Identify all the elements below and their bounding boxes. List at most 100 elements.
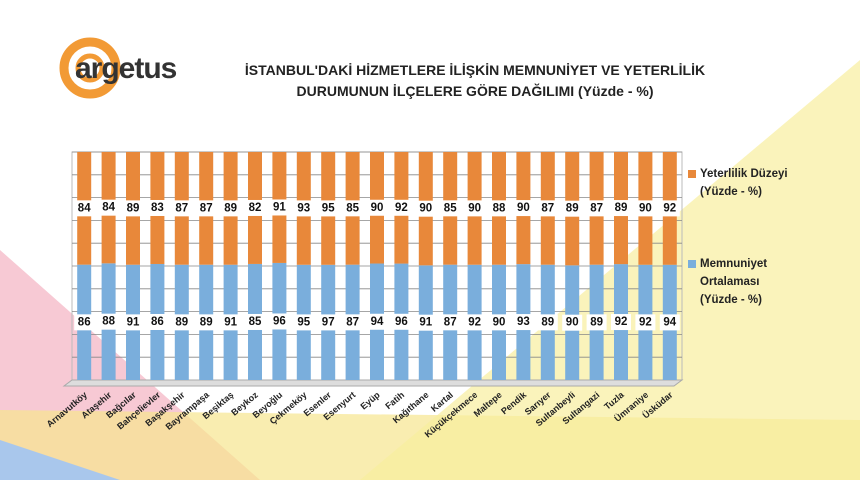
value-label: 89 <box>224 202 237 214</box>
value-label: 95 <box>297 316 310 328</box>
value-label: 86 <box>78 316 91 328</box>
value-label-bg <box>415 200 436 217</box>
value-label: 92 <box>615 316 628 328</box>
value-label-bg <box>440 200 461 217</box>
plot-floor <box>62 379 684 387</box>
logo-ring <box>75 53 105 83</box>
x-tick-label: Eyüp <box>359 389 383 411</box>
logo-ring <box>59 37 121 99</box>
value-label-bg <box>391 313 412 330</box>
value-label: 85 <box>346 202 359 214</box>
value-label: 91 <box>419 317 432 329</box>
value-label-bg <box>562 200 583 217</box>
value-label: 87 <box>346 316 359 328</box>
value-label: 84 <box>78 202 91 214</box>
value-label-bg <box>659 314 680 331</box>
value-label-bg <box>269 313 290 330</box>
value-label: 87 <box>200 202 213 214</box>
value-label: 89 <box>175 316 188 328</box>
value-label: 95 <box>322 202 335 214</box>
value-label: 92 <box>395 202 408 214</box>
value-label: 90 <box>566 317 579 329</box>
value-label: 96 <box>273 316 286 328</box>
value-label-bg <box>318 314 339 331</box>
decor <box>360 60 860 480</box>
value-label: 94 <box>663 316 676 328</box>
value-label-bg <box>171 314 192 331</box>
decor <box>0 440 120 480</box>
value-label-bg <box>342 200 363 217</box>
value-label: 89 <box>590 316 603 328</box>
value-label: 87 <box>590 202 603 214</box>
value-label: 89 <box>566 203 579 215</box>
value-label: 90 <box>371 202 384 214</box>
value-label: 96 <box>395 316 408 328</box>
value-label: 93 <box>517 316 530 328</box>
value-label: 89 <box>200 316 213 328</box>
value-label-bg <box>123 314 143 331</box>
value-label: 92 <box>639 316 652 328</box>
value-label: 92 <box>663 202 676 214</box>
value-label: 93 <box>297 202 310 214</box>
value-label-bg <box>611 314 631 331</box>
value-label: 91 <box>273 202 286 214</box>
value-label: 82 <box>249 202 262 214</box>
chart-title: İSTANBUL'DAKİ HİZMETLERE İLİŞKİN MEMNUNİ… <box>244 62 706 99</box>
value-label: 92 <box>468 316 481 328</box>
value-label: 90 <box>419 203 432 215</box>
value-label: 90 <box>639 202 652 214</box>
value-label: 90 <box>517 202 530 214</box>
value-label: 88 <box>493 202 506 214</box>
legend-swatch <box>688 170 696 178</box>
value-label-bg <box>269 199 290 216</box>
value-label: 89 <box>615 202 628 214</box>
value-label-bg <box>586 200 607 217</box>
value-label-bg <box>98 313 119 330</box>
value-label: 87 <box>175 202 188 214</box>
value-label-bg <box>391 199 412 216</box>
value-label-bg <box>318 200 339 217</box>
value-label-bg <box>489 200 509 217</box>
value-label-bg <box>513 200 534 217</box>
value-label-bg <box>220 200 241 217</box>
value-label-bg <box>537 200 558 217</box>
value-label-bg <box>293 314 314 331</box>
logo: argetus <box>75 52 177 85</box>
value-label-bg <box>415 314 436 331</box>
value-label: 85 <box>444 202 457 214</box>
value-label: 91 <box>224 316 237 328</box>
value-label-bg <box>464 314 485 331</box>
value-label: 85 <box>249 316 262 328</box>
value-label: 97 <box>322 316 335 328</box>
value-label-bg <box>635 200 656 217</box>
value-label-bg <box>196 200 217 217</box>
legend-label: Yeterlilik Düzeyi (Yüzde - %) <box>700 168 788 198</box>
value-label-bg <box>659 200 680 217</box>
value-label-bg <box>147 313 168 330</box>
value-label-bg <box>562 314 583 331</box>
value-label-bg <box>171 200 192 217</box>
value-label-bg <box>489 314 509 331</box>
value-label-bg <box>74 200 95 217</box>
value-label: 87 <box>444 316 457 328</box>
value-label-bg <box>123 200 143 217</box>
value-label-bg <box>245 199 265 216</box>
value-label: 90 <box>493 316 506 328</box>
value-label: 91 <box>127 316 140 328</box>
value-label-bg <box>440 314 461 331</box>
value-label: 83 <box>151 202 164 214</box>
value-label: 84 <box>102 202 115 214</box>
value-label-bg <box>147 199 168 216</box>
value-label-bg <box>342 314 363 331</box>
legend-entry: Memnuniyet Ortalaması (Yüzde - %) <box>688 255 800 309</box>
value-label-bg <box>293 200 314 217</box>
value-label: 90 <box>468 202 481 214</box>
value-label-bg <box>367 199 387 216</box>
value-label-bg <box>635 314 656 331</box>
value-label-bg <box>611 200 631 217</box>
value-label-bg <box>245 313 265 330</box>
legend-label: Memnuniyet Ortalaması (Yüzde - %) <box>700 258 768 306</box>
legend-swatch <box>688 260 696 268</box>
